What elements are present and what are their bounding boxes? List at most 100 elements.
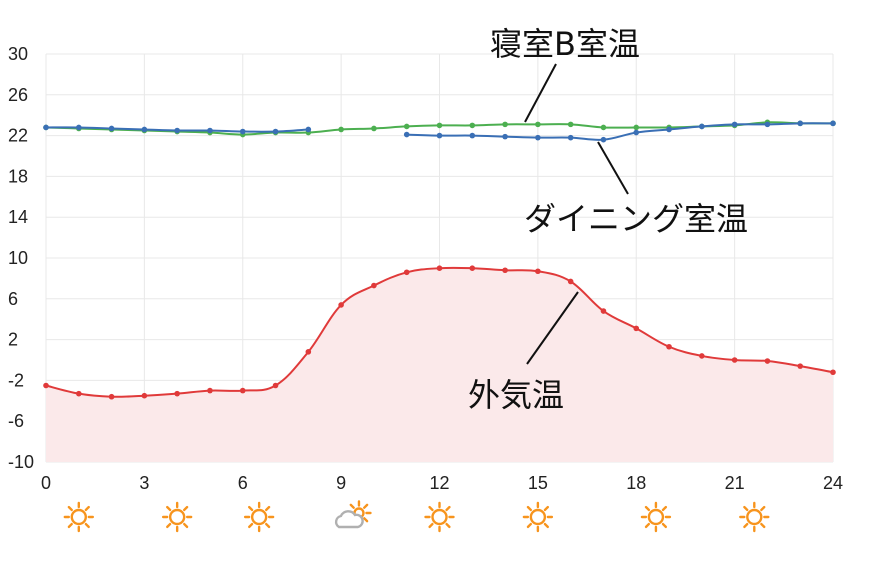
data-point: [305, 349, 312, 355]
data-point: [502, 133, 508, 140]
data-point: [535, 134, 541, 141]
y-tick-label: 30: [8, 44, 28, 64]
data-point: [764, 358, 771, 364]
y-tick-label: 6: [8, 289, 18, 309]
data-point: [141, 392, 148, 399]
data-point: [764, 121, 771, 128]
series-2: [43, 265, 836, 400]
x-tick-label: 15: [528, 473, 548, 493]
annotation-outdoor: 外気温: [468, 376, 564, 414]
series-line: [406, 122, 834, 141]
data-point: [600, 124, 607, 131]
y-tick-label: 18: [8, 166, 28, 186]
data-point: [371, 125, 377, 132]
data-point: [797, 120, 804, 127]
y-tick-label: -2: [8, 370, 24, 390]
data-point: [535, 268, 541, 275]
data-point: [75, 390, 82, 397]
data-point: [666, 343, 672, 350]
data-point: [174, 127, 180, 134]
data-point: [436, 122, 443, 129]
data-point: [731, 357, 738, 363]
sun-icon: [243, 501, 275, 533]
data-point: [633, 124, 640, 131]
y-tick-label: -6: [8, 411, 24, 431]
data-point: [633, 325, 640, 332]
y-tick-label: 10: [8, 248, 28, 268]
leader-line-dining: [597, 141, 629, 195]
y-tick-label: 22: [8, 126, 28, 146]
y-tick-label: 2: [8, 330, 18, 350]
data-point: [338, 302, 344, 308]
data-point: [272, 128, 279, 135]
weather-icons: [63, 500, 770, 533]
annotation-bedroom-b: 寝室B室温: [490, 25, 640, 63]
data-point: [207, 387, 213, 394]
data-point: [469, 122, 476, 129]
sun-icon: [640, 501, 672, 533]
x-tick-label: 0: [41, 473, 51, 493]
data-point: [502, 267, 508, 274]
partly-cloudy-icon: [334, 500, 372, 529]
data-point: [75, 124, 82, 131]
sun-icon: [424, 501, 455, 533]
data-point: [666, 126, 672, 133]
data-point: [731, 121, 738, 128]
data-point: [305, 126, 312, 133]
data-point: [699, 353, 705, 359]
y-axis-ticks: 30 26 22 18 14 10 6 2 -2 -6 -10: [8, 44, 34, 472]
data-point: [338, 126, 344, 133]
area-layer: [46, 267, 833, 462]
sun-icon: [522, 501, 554, 533]
data-point: [600, 308, 607, 314]
data-point: [567, 134, 574, 141]
data-point: [239, 387, 246, 394]
data-point: [633, 129, 640, 136]
x-tick-label: 18: [626, 473, 646, 493]
y-tick-label: -10: [8, 452, 34, 472]
data-point: [403, 269, 410, 276]
x-tick-label: 6: [238, 473, 248, 493]
data-point: [567, 278, 574, 285]
y-tick-label: 14: [8, 207, 28, 227]
series-layer: [43, 119, 836, 400]
data-point: [403, 131, 410, 138]
leader-line-outdoor: [526, 291, 579, 365]
data-point: [830, 120, 836, 127]
cloud-icon: [334, 510, 364, 529]
data-point: [108, 393, 115, 400]
sun-icon: [63, 501, 94, 533]
data-point: [436, 265, 443, 272]
data-point: [535, 121, 541, 128]
data-point: [207, 127, 213, 134]
x-tick-label: 3: [139, 473, 149, 493]
x-axis-ticks: 0 3 6 9 12 15 18 21 24: [41, 473, 843, 493]
x-tick-label: 12: [429, 473, 449, 493]
data-point: [403, 123, 410, 130]
data-point: [502, 121, 508, 128]
data-point: [174, 390, 180, 397]
data-point: [567, 121, 574, 128]
data-point: [797, 363, 804, 369]
data-point: [699, 123, 705, 130]
data-point: [272, 382, 279, 389]
x-tick-label: 24: [823, 473, 843, 493]
annotation-dining: ダイニング室温: [524, 200, 748, 238]
data-point: [436, 132, 443, 139]
data-point: [141, 126, 148, 133]
series-1: [43, 120, 836, 143]
data-point: [43, 382, 49, 389]
series-area-fill: [46, 267, 833, 462]
data-point: [43, 124, 49, 131]
data-point: [371, 282, 377, 289]
data-point: [108, 125, 115, 132]
x-tick-label: 21: [725, 473, 745, 493]
leader-line-bedroom: [524, 63, 557, 123]
sun-icon: [739, 501, 770, 533]
x-tick-label: 9: [336, 473, 346, 493]
sun-icon: [161, 501, 193, 533]
data-point: [830, 369, 836, 376]
data-point: [469, 265, 476, 272]
y-tick-label: 26: [8, 85, 28, 105]
